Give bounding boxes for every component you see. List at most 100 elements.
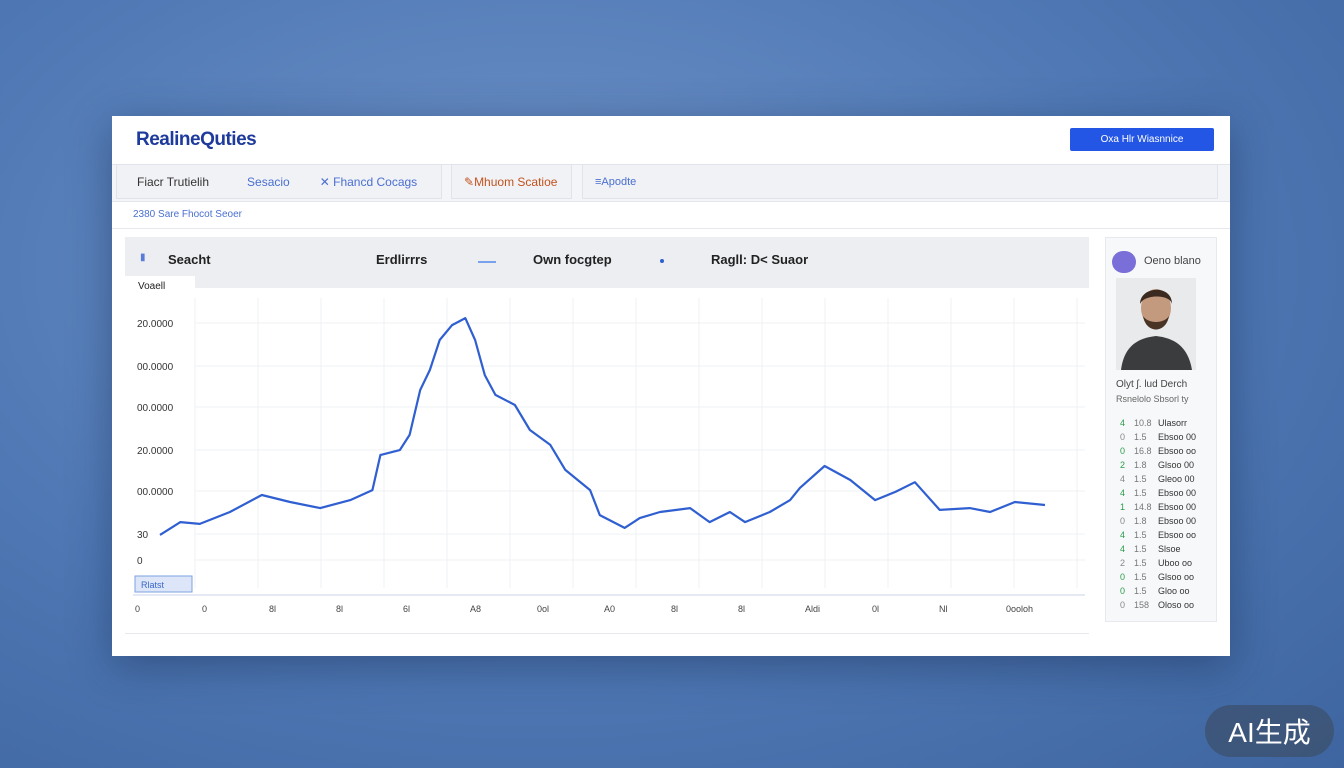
app-title: RealineQuties [136, 129, 257, 150]
y-axis-title: Voaell [125, 276, 195, 296]
chart-header-bar [125, 237, 1089, 288]
stat-cell: Gleoo 00 [1158, 474, 1195, 484]
tab[interactable]: ≡Apodte [582, 164, 1218, 199]
avatar [1112, 251, 1136, 273]
stat-row: 2 1.8 Glsoo 00 [1120, 458, 1212, 472]
stat-cell: 0 [1120, 446, 1126, 456]
action-button[interactable]: Oxa Hlr Wiasnnice [1070, 128, 1214, 151]
profile-panel: Oeno blano Olyt ʃ. lud Derch Rsnelolo Sb… [1105, 237, 1217, 622]
x-tick-label: Aldi [805, 604, 820, 614]
stat-row: 4 1.5 Ebsoo 00 [1120, 486, 1212, 500]
stat-cell: 4 [1120, 544, 1126, 554]
y-tick-label: 00.0000 [137, 403, 174, 414]
legend-swatch [478, 261, 496, 263]
chart-header-item: Own focgtep [533, 252, 612, 267]
y-tick-label: 20.0000 [137, 446, 174, 457]
chart-header-item: Seacht [168, 252, 211, 267]
stat-row: 0 1.5 Gloo oo [1120, 584, 1212, 598]
subtitle: 2380 Sare Fhocot Seoer [133, 209, 242, 220]
stat-cell: 1.5 [1134, 474, 1147, 484]
stat-cell: Ebsoo 00 [1158, 432, 1197, 442]
y-tick-label: 30 [137, 530, 149, 541]
legend-tag: Rlatst [141, 580, 165, 590]
x-tick-label: 8l [671, 604, 678, 614]
x-tick-label: 8l [269, 604, 276, 614]
stat-cell: 0 [1120, 516, 1126, 526]
stat-cell: Uboo oo [1158, 558, 1193, 568]
y-tick-label: 20.0000 [137, 319, 174, 330]
profile-name: Oeno blano [1144, 255, 1201, 267]
profile-photo [1116, 278, 1196, 370]
stat-cell: 4 [1120, 474, 1126, 484]
tab-label: Fhancd Cocags [333, 174, 418, 189]
dashboard-card: RealineQuties Oxa Hlr Wiasnnice Fiacr Tr… [112, 116, 1230, 656]
x-tick-label: A8 [470, 604, 481, 614]
stat-cell: 2 [1120, 460, 1126, 470]
stat-cell: Ebsoo 00 [1158, 516, 1197, 526]
chart-footer-line [125, 633, 1089, 634]
stat-row: 0 1.8 Ebsoo 00 [1120, 514, 1212, 528]
stat-cell: 1.5 [1134, 558, 1147, 568]
stat-cell: 0 [1120, 432, 1126, 442]
stat-cell: Glsoo 00 [1158, 460, 1195, 470]
stat-cell: 158 [1134, 600, 1150, 610]
stat-cell: 4 [1120, 530, 1126, 540]
tab[interactable]: ✎ Mhuom Scatioe [451, 164, 572, 199]
y-tick-label: 00.0000 [137, 487, 174, 498]
legend-tag-box [134, 575, 193, 593]
ai-badge: AI生成 [1205, 705, 1334, 757]
y-tick-label: 0 [137, 556, 143, 567]
stat-row: 0 16.8 Ebsoo oo [1120, 444, 1212, 458]
stat-cell: 0 [1120, 572, 1126, 582]
stat-cell: 4 [1120, 418, 1126, 428]
stat-row: 4 1.5 Slsoe [1120, 542, 1212, 556]
stat-cell: Ebsoo oo [1158, 446, 1197, 456]
x-tick-label: 8l [738, 604, 745, 614]
icon: ▮ [140, 252, 146, 263]
price-line [159, 317, 1046, 536]
stat-cell: Ebsoo 00 [1158, 488, 1197, 498]
x-tick-label: 0ol [537, 604, 549, 614]
tab[interactable]: ✕ Fhancd Cocags [319, 174, 418, 189]
divider [112, 228, 1230, 229]
stat-cell: 1.5 [1134, 586, 1147, 596]
stat-row: 4 1.5 Gleoo 00 [1120, 472, 1212, 486]
stat-cell: Glsoo oo [1158, 572, 1195, 582]
stat-cell: 14.8 [1134, 502, 1152, 512]
stat-cell: Gloo oo [1158, 586, 1190, 596]
stat-cell: Ebsoo 00 [1158, 502, 1197, 512]
x-tick-label: 0 [135, 604, 140, 614]
stat-cell: 0 [1120, 600, 1126, 610]
stat-cell: 1 [1120, 502, 1126, 512]
stat-list: 4 10.8 Ulasorr 0 1.5 Ebsoo 00 0 16.8 Ebsoo oo 2 1.… [1120, 416, 1212, 612]
stat-cell: 1.5 [1134, 530, 1147, 540]
stat-cell: 1.5 [1134, 488, 1147, 498]
y-tick-label: 00.0000 [137, 362, 174, 373]
profile-role: Rsnelolo Sbsorl ty [1116, 394, 1189, 404]
stat-cell: Ebsoo oo [1158, 530, 1197, 540]
legend-dot [660, 259, 664, 263]
stat-cell: Oloso oo [1158, 600, 1195, 610]
chart-header-item: Erdlirrrs [376, 252, 428, 267]
stat-cell: 10.8 [1134, 418, 1152, 428]
stat-cell: 1.8 [1134, 460, 1147, 470]
tab[interactable]: Sesacio [247, 174, 290, 189]
x-tick-label: 8l [336, 604, 343, 614]
stat-row: 0 1.5 Ebsoo 00 [1120, 430, 1212, 444]
x-tick-label: 0ooloh [1006, 604, 1033, 614]
stat-row: 0 1.5 Glsoo oo [1120, 570, 1212, 584]
stat-row: 0 158 Oloso oo [1120, 598, 1212, 612]
x-tick-label: 0 [202, 604, 207, 614]
line-chart: 20.0000 00.0000 00.0000 20.0000 00.0000 30 0 Rl… [133, 298, 1085, 614]
photo-caption: Olyt ʃ. lud Derch [1116, 379, 1188, 390]
stat-row: 4 1.5 Ebsoo oo [1120, 528, 1212, 542]
x-tick-label: 0l [872, 604, 879, 614]
stat-cell: 1.5 [1134, 572, 1147, 582]
tab[interactable]: Fiacr Trutielih [137, 174, 210, 189]
stat-cell: 1.5 [1134, 544, 1147, 554]
stat-row: 4 10.8 Ulasorr [1120, 416, 1212, 430]
stat-cell: 0 [1120, 586, 1126, 596]
stat-cell: 1.8 [1134, 516, 1147, 526]
stat-cell: Ulasorr [1158, 418, 1188, 428]
tab-group: Fiacr Trutielih Sesacio ✕ Fhancd Cocags [116, 164, 442, 199]
